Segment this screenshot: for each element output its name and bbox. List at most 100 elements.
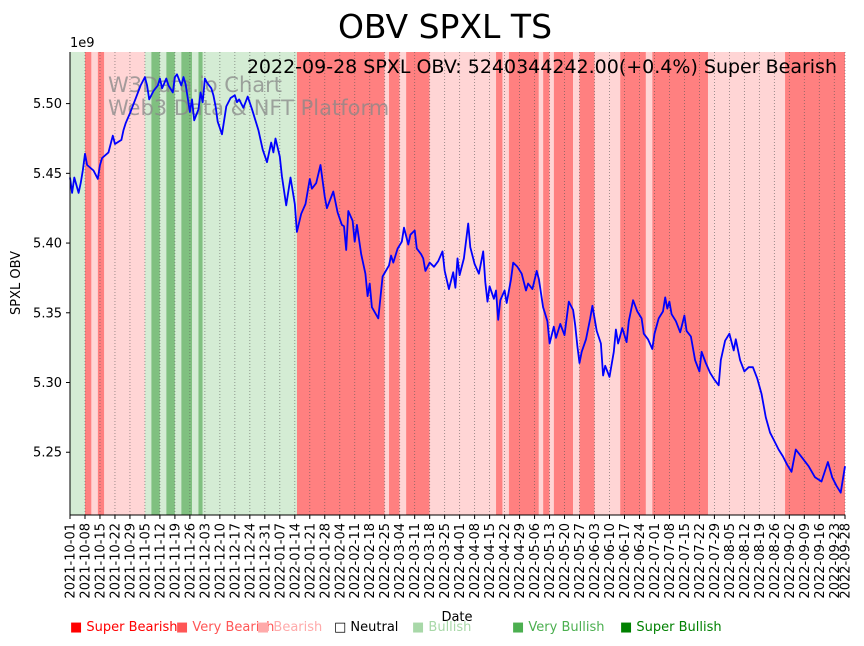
x-tick-label: 2022-03-11 <box>408 523 423 599</box>
x-tick-label: 2021-11-26 <box>183 523 198 599</box>
legend-item: ■ Very Bullish <box>512 620 605 635</box>
x-tick-label: 2022-08-26 <box>768 523 783 599</box>
y-tick-label: 5.25 <box>33 446 62 461</box>
x-tick-label: 2022-01-14 <box>288 523 303 599</box>
signal-band <box>192 52 199 515</box>
x-tick-label: 2022-06-03 <box>588 523 603 599</box>
signal-band <box>399 52 407 515</box>
legend-item: ■ Bearish <box>257 620 323 635</box>
y-axis-label: SPXL OBV <box>9 251 24 315</box>
signal-band <box>707 52 715 515</box>
signal-band <box>198 52 203 515</box>
x-tick-label: 2022-09-16 <box>813 523 828 599</box>
signal-bands <box>70 52 845 515</box>
signal-band <box>502 52 509 515</box>
x-tick-label: 2021-12-03 <box>198 523 213 599</box>
x-tick-label: 2021-10-29 <box>123 523 138 599</box>
x-tick-label: 2022-09-09 <box>798 523 813 599</box>
signal-band <box>553 52 574 515</box>
x-tick-label: 2022-02-25 <box>378 523 393 599</box>
x-tick-label: 2022-08-05 <box>723 523 738 599</box>
signal-band <box>579 52 595 515</box>
x-tick-label: 2021-11-19 <box>168 523 183 599</box>
signal-band <box>166 52 175 515</box>
x-tick-label: 2022-09-23 <box>828 523 843 599</box>
obv-line <box>69 73 846 494</box>
legend-item: ■ Super Bearish <box>70 620 178 635</box>
signal-band <box>543 52 550 515</box>
x-tick-label: 2021-10-08 <box>78 523 93 599</box>
legend-item: □ Neutral <box>334 620 399 635</box>
x-tick-label: 2022-04-22 <box>498 523 513 599</box>
signal-band <box>70 52 85 515</box>
chart-subtitle: 2022-09-28 SPXL OBV: 5240344242.00(+0.4%… <box>247 56 837 78</box>
signal-band <box>104 52 145 515</box>
x-tick-label: 2022-05-06 <box>528 523 543 599</box>
x-tick-label: 2022-09-28 <box>839 523 854 599</box>
legend-item: ■ Very Bearish <box>176 620 275 635</box>
x-tick-label: 2021-12-10 <box>213 523 228 599</box>
signal-band <box>652 52 708 515</box>
signal-band <box>97 52 105 515</box>
y-tick-label: 5.45 <box>33 167 62 182</box>
x-tick-label: 2021-12-17 <box>228 523 243 599</box>
x-tick-label: 2021-12-24 <box>243 523 258 599</box>
signal-band <box>496 52 503 515</box>
obv-line-group <box>69 73 846 494</box>
x-tick-label: 2021-11-05 <box>138 523 153 599</box>
x-tick-label: 2022-05-27 <box>573 523 588 599</box>
axes <box>69 52 845 516</box>
y-tick-label: 5.40 <box>33 237 62 252</box>
x-tick-label: 2022-07-29 <box>708 523 723 599</box>
x-tick-label: 2021-11-12 <box>153 523 168 599</box>
signal-band <box>538 52 544 515</box>
x-tick-label: 2022-02-04 <box>333 523 348 599</box>
chart-title: OBV SPXL TS <box>338 7 552 46</box>
signal-band <box>645 52 653 515</box>
x-tick-label: 2022-02-18 <box>363 523 378 599</box>
x-tick-label: 2022-06-17 <box>618 523 633 599</box>
x-tick-label: 2022-06-24 <box>633 523 648 599</box>
y-ticks: 5.25 5.30 5.35 5.40 5.45 5.50 <box>33 97 70 461</box>
signal-band <box>594 52 621 515</box>
x-tick-label: 2022-07-08 <box>663 523 678 599</box>
x-tick-label: 2022-07-15 <box>678 523 693 599</box>
x-tick-label: 2021-12-31 <box>258 523 273 599</box>
signal-band <box>91 52 98 515</box>
x-tick-label: 2021-10-15 <box>93 523 108 599</box>
x-tick-label: 2022-04-29 <box>513 523 528 599</box>
y-tick-label: 5.30 <box>33 376 62 391</box>
x-tick-label: 2022-01-07 <box>273 523 288 599</box>
x-tick-label: 2022-06-10 <box>603 523 618 599</box>
x-tick-label: 2022-05-13 <box>543 523 558 599</box>
signal-band <box>573 52 580 515</box>
x-tick-label: 2022-08-19 <box>753 523 768 599</box>
legend-item: ■ Super Bullish <box>620 620 722 635</box>
x-tick-label: 2021-10-01 <box>64 523 79 599</box>
y-multiplier-label: 1e9 <box>70 36 95 51</box>
x-tick-label: 2022-03-18 <box>423 523 438 599</box>
signal-band <box>181 52 193 515</box>
signal-band <box>406 52 430 515</box>
signal-band <box>151 52 160 515</box>
signal-band <box>549 52 554 515</box>
legend-item: ■ Bullish <box>412 620 472 635</box>
x-tick-label: 2022-09-02 <box>783 523 798 599</box>
signal-band <box>159 52 167 515</box>
signal-band <box>388 52 400 515</box>
x-tick-label: 2022-04-08 <box>468 523 483 599</box>
x-tick-label: 2021-10-22 <box>108 523 123 599</box>
y-tick-label: 5.35 <box>33 306 62 321</box>
x-tick-label: 2022-01-28 <box>318 523 333 599</box>
x-tick-label: 2022-07-22 <box>693 523 708 599</box>
x-tick-label: 2022-04-01 <box>453 523 468 599</box>
x-tick-label: 2022-03-04 <box>393 523 408 599</box>
x-tick-label: 2022-04-15 <box>483 523 498 599</box>
x-tick-label: 2022-02-11 <box>348 523 363 599</box>
y-tick-label: 5.50 <box>33 97 62 112</box>
x-tick-label: 2022-07-01 <box>648 523 663 599</box>
x-tick-label: 2022-05-20 <box>558 523 573 599</box>
x-axis-label: Date <box>441 610 472 625</box>
signal-band <box>384 52 389 515</box>
